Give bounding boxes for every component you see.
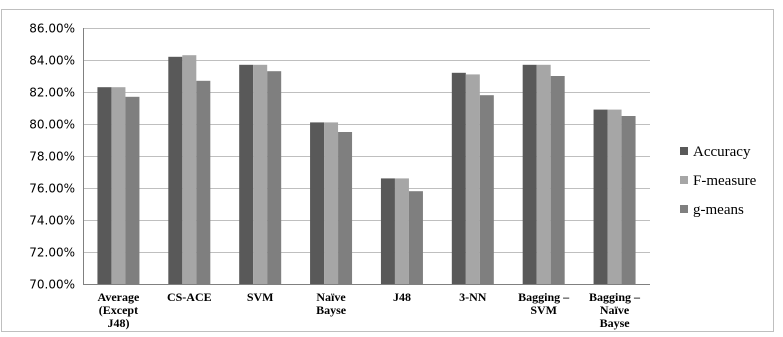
bar-g-means-0 (125, 96, 140, 284)
x-category-label: Bayse (316, 303, 347, 317)
bar-g-means-3 (338, 132, 353, 284)
y-tick-label: 82.00% (29, 86, 75, 100)
x-category-label: SVM (530, 303, 557, 317)
y-tick-label: 76.00% (29, 182, 75, 196)
bar-accuracy-5 (451, 72, 466, 284)
x-category-label: (Except (99, 303, 138, 317)
gridlines (83, 28, 650, 285)
bar-accuracy-3 (310, 122, 325, 285)
legend-swatch-accuracy (680, 147, 688, 155)
x-category-label: Bagging – (589, 290, 641, 304)
x-category-label: J48) (107, 316, 129, 330)
bar-accuracy-4 (380, 178, 395, 284)
bars (97, 55, 636, 285)
bar-g-means-6 (550, 76, 565, 284)
y-tick-label: 70.00% (29, 278, 75, 292)
x-category-label: Average (98, 290, 140, 304)
bar-f-measure-0 (111, 87, 126, 284)
chart-border (1, 9, 774, 332)
x-category-label: Naïve (316, 290, 346, 304)
bar-g-means-1 (196, 80, 211, 284)
bar-f-measure-3 (324, 122, 339, 285)
x-category-label: CS-ACE (167, 290, 212, 304)
axes (83, 28, 650, 285)
y-tick-label: 74.00% (29, 214, 75, 228)
bar-f-measure-4 (394, 178, 409, 284)
y-tick-label: 84.00% (29, 54, 75, 68)
x-category-label: SVM (247, 290, 274, 304)
x-category-label: Naïve (600, 303, 630, 317)
bar-f-measure-1 (182, 55, 197, 285)
legend-label: F-measure (693, 173, 757, 189)
bar-g-means-4 (408, 191, 423, 284)
legend-label: g-means (693, 202, 744, 218)
bar-f-measure-2 (253, 64, 268, 284)
bar-accuracy-6 (522, 64, 537, 284)
legend-swatch-g-means (680, 205, 688, 213)
legend-swatch-f-measure (680, 176, 688, 184)
bar-f-measure-7 (607, 109, 622, 284)
x-category-label: Bagging – (518, 290, 570, 304)
y-tick-label: 80.00% (29, 118, 75, 132)
legend: Accuracy F-measure g-means (680, 144, 757, 218)
x-category-label: Bayse (600, 316, 631, 330)
bar-accuracy-0 (97, 87, 112, 284)
y-tick-label: 86.00% (29, 22, 75, 36)
bar-f-measure-5 (465, 74, 480, 285)
bar-f-measure-6 (536, 64, 551, 284)
bar-accuracy-2 (239, 64, 254, 284)
y-tick-label: 78.00% (29, 150, 75, 164)
bar-g-means-7 (621, 116, 636, 284)
bar-g-means-5 (479, 95, 494, 284)
bar-accuracy-7 (593, 109, 608, 284)
x-category-label: J48 (393, 290, 411, 304)
x-category-label: 3-NN (459, 290, 487, 304)
bar-accuracy-1 (168, 56, 183, 284)
bar-g-means-2 (267, 71, 282, 284)
legend-label: Accuracy (693, 144, 751, 160)
y-tick-label: 72.00% (29, 246, 75, 260)
y-axis-tick-labels: 70.00% 72.00% 74.00% 76.00% 78.00% 80.00% 82.0… (29, 22, 75, 292)
